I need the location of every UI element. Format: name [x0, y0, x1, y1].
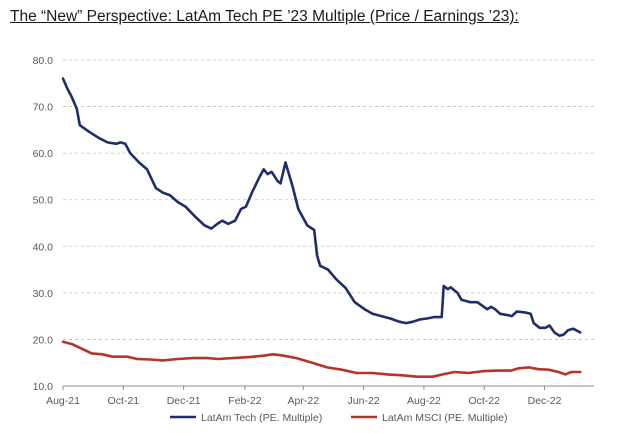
gridlines: [63, 59, 594, 340]
x-tick-label: Jun-22: [348, 395, 380, 407]
y-tick-label: 40.0: [33, 241, 54, 253]
y-tick-label: 70.0: [33, 102, 54, 114]
legend-label: LatAm MSCI (PE. Multiple): [382, 412, 507, 424]
y-tick-label: 10.0: [33, 381, 54, 393]
y-tick-label: 20.0: [33, 334, 54, 346]
y-tick-label: 30.0: [33, 288, 54, 300]
x-tick-label: Dec-22: [528, 395, 562, 407]
y-tick-label: 50.0: [33, 195, 54, 207]
x-axis-ticks: Aug-21 Oct-21 Dec-21 Feb-22 Apr-22 Jun-22 Aug-…: [46, 386, 562, 407]
x-tick-label: Dec-21: [167, 395, 201, 407]
legend-item-latam-msci: LatAm MSCI (PE. Multiple): [351, 412, 507, 424]
series-line-latam-msci: [61, 340, 582, 378]
y-axis-ticks: 80.0 70.0 60.0 50.0 40.0 30.0 20.0 10.0: [33, 55, 54, 393]
series-line-latam-tech: [61, 77, 582, 337]
x-tick-label: Oct-22: [468, 395, 500, 407]
x-tick-label: Oct-21: [108, 395, 140, 407]
series-lines: [61, 77, 582, 378]
x-tick-label: Feb-22: [228, 395, 261, 407]
y-tick-label: 80.0: [33, 55, 54, 67]
legend-item-latam-tech: LatAm Tech (PE. Multiple): [170, 412, 322, 424]
x-tick-label: Aug-22: [407, 395, 441, 407]
legend: LatAm Tech (PE. Multiple) LatAm MSCI (PE.…: [170, 412, 507, 424]
y-tick-label: 60.0: [33, 148, 54, 160]
chart-title: The “New” Perspective: LatAm Tech PE ’23…: [10, 8, 519, 25]
x-tick-label: Apr-22: [288, 395, 320, 407]
x-tick-label: Aug-21: [46, 395, 80, 407]
legend-label: LatAm Tech (PE. Multiple): [201, 412, 322, 424]
